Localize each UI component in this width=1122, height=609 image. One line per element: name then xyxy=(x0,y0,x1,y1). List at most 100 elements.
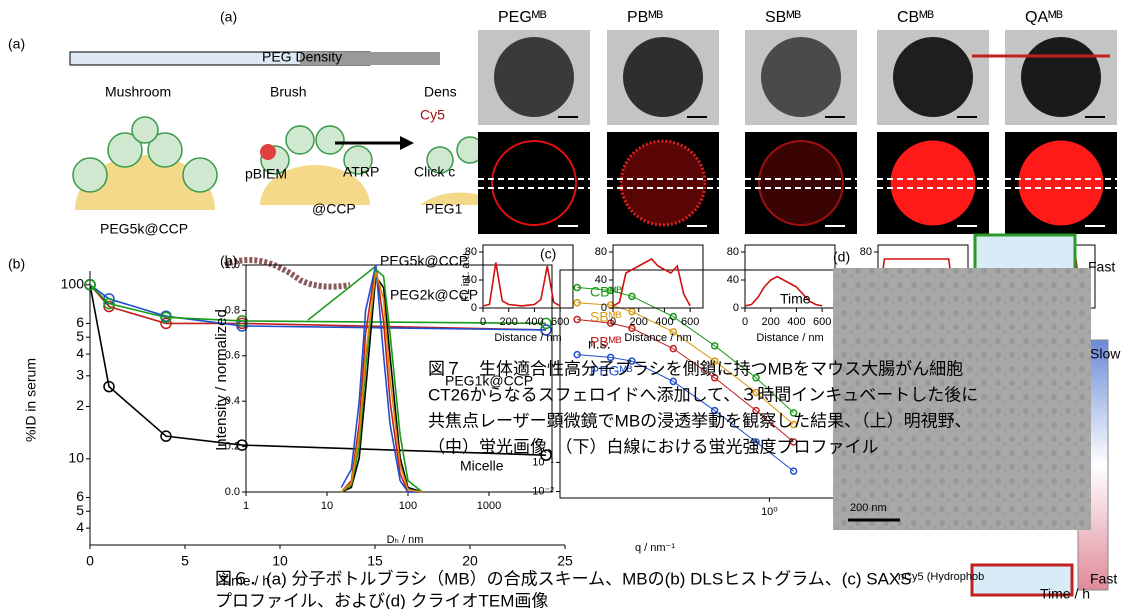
scale-label: 200 nm xyxy=(850,502,887,514)
y-axis-label: Intensity / normalized xyxy=(213,309,230,451)
x-tick-label: 200 xyxy=(630,316,648,328)
caption-line: 図６．(a) 分子ボトルブラシ（MB）の合成スキーム、MBの(b) DLSヒスト… xyxy=(215,568,912,588)
x-tick-label: 10 xyxy=(272,553,288,569)
spheroid xyxy=(623,37,703,117)
series-label: PBᴹᴮ xyxy=(590,334,622,350)
x-axis-label: Distance / nm xyxy=(494,332,561,344)
label: Dens xyxy=(424,84,457,100)
y-tick-label: 5 xyxy=(76,328,84,344)
page: (a) (a) PEG Density Mushroom Brush Dens … xyxy=(0,0,1122,609)
spheroid xyxy=(1021,37,1101,117)
x-tick-label: 1 xyxy=(243,500,249,512)
figure: (a) (a) PEG Density Mushroom Brush Dens … xyxy=(0,0,1122,609)
label: Click c xyxy=(414,164,455,180)
y-tick-label: 6 xyxy=(76,488,84,504)
y-axis-label: FL int. a.u. xyxy=(460,250,472,302)
caption-line: 共焦点レーザー顕微鏡でMBの浸透挙動を観察した結果、（上）明視野、 xyxy=(428,411,972,430)
y-tick-label: 5 xyxy=(76,502,84,518)
x-tick-label: 25 xyxy=(557,553,573,569)
spheroid-fl xyxy=(891,141,975,225)
x-tick-label: 5 xyxy=(181,553,189,569)
y-tick-label: 40 xyxy=(595,274,607,286)
x-tick-label: 400 xyxy=(787,316,805,328)
label: PEG5k@CCP xyxy=(100,221,188,237)
x-tick-label: 400 xyxy=(655,316,673,328)
x-tick-label: 100 xyxy=(399,500,417,512)
panel-label: (c) xyxy=(540,246,556,262)
x-tick-label: 600 xyxy=(813,316,831,328)
label: ATRP xyxy=(343,164,379,180)
spheroid xyxy=(761,37,841,117)
image-label: QAᴹᴮ xyxy=(1025,9,1063,26)
x-tick-label: 0 xyxy=(480,316,486,328)
panel-label: (b) xyxy=(8,256,25,272)
label: Fast xyxy=(1088,259,1115,275)
spheroid xyxy=(893,37,973,117)
y-axis-label: %ID in serum xyxy=(23,358,39,442)
spheroid-fl xyxy=(759,141,843,225)
x-tick-label: 600 xyxy=(551,316,569,328)
x-tick-label: 0 xyxy=(86,553,94,569)
x-tick-label: 200 xyxy=(500,316,518,328)
x-axis-label: Distance / nm xyxy=(624,332,691,344)
x-tick-label: 200 xyxy=(762,316,780,328)
y-tick-label: 80 xyxy=(595,246,607,258)
y-tick-label: 80 xyxy=(860,246,872,258)
image-label: PBᴹᴮ xyxy=(627,9,664,26)
fluorescence xyxy=(478,132,590,234)
label: Slow xyxy=(1090,346,1121,362)
y-tick-label: 0 xyxy=(471,302,477,314)
x-axis-label: Distance / nm xyxy=(756,332,823,344)
spheroid xyxy=(494,37,574,117)
x-axis-label: Dₕ / nm xyxy=(387,534,424,546)
label: @CCP xyxy=(312,201,356,217)
image-label: SBᴹᴮ xyxy=(765,9,802,26)
label: Time / h xyxy=(1040,586,1090,602)
series-label: Micelle xyxy=(460,458,504,474)
y-tick-label: 10⁻² xyxy=(532,485,554,497)
y-tick-label: 6 xyxy=(76,314,84,330)
panel-label: (d) xyxy=(833,249,850,265)
image-label: CBᴹᴮ xyxy=(897,9,934,26)
label: Mushroom xyxy=(105,84,171,100)
x-tick-label: 15 xyxy=(367,553,383,569)
series-label: CBᴹᴮ xyxy=(590,284,623,300)
y-tick-label: 0 xyxy=(733,302,739,314)
caption-line: CT26からなるスフェロイドへ添加して、３時間インキュベートした後に xyxy=(428,385,978,404)
x-tick-label: 10 xyxy=(321,500,333,512)
y-tick-label: 4 xyxy=(76,519,84,535)
y-tick-label: 2 xyxy=(76,397,84,413)
x-tick-label: 400 xyxy=(525,316,543,328)
y-tick-label: 40 xyxy=(727,274,739,286)
y-tick-label: 100 xyxy=(61,275,85,291)
caption-line: プロファイル、および(d) クライオTEM画像 xyxy=(215,591,548,609)
x-tick-label: 1000 xyxy=(477,500,501,512)
y-tick-label: 0.0 xyxy=(225,486,240,498)
x-axis-label: q / nm⁻¹ xyxy=(635,542,675,554)
micrographs: PEGᴹᴮ PBᴹᴮ SBᴹᴮ CBᴹᴮ QAᴹᴮ xyxy=(478,9,1117,234)
y-tick-label: 3 xyxy=(76,367,84,383)
y-tick-label: 10 xyxy=(68,450,84,466)
label: Brush xyxy=(270,84,307,100)
series-label: PEG5k@CCP xyxy=(380,253,468,269)
label: PEG Density xyxy=(262,49,342,65)
spheroid-fl xyxy=(621,141,705,225)
spheroid-fl xyxy=(1019,141,1103,225)
y-tick-label: 4 xyxy=(76,345,84,361)
x-tick-label: 0 xyxy=(742,316,748,328)
x-tick-label: 0 xyxy=(610,316,616,328)
x-tick-label: 600 xyxy=(681,316,699,328)
panel-label: (a) xyxy=(8,36,25,52)
panel-label: (a) xyxy=(220,9,237,25)
x-tick-label: 10⁰ xyxy=(761,506,778,518)
caption-line: （中）蛍光画像、（下）白線における蛍光強度プロファイル xyxy=(428,437,879,456)
y-tick-label: 0 xyxy=(601,302,607,314)
label: Cy5 xyxy=(420,107,445,123)
y-tick-label: 80 xyxy=(727,246,739,258)
label: Time xyxy=(780,291,811,307)
y-tick-label: 1.0 xyxy=(225,259,240,271)
x-tick-label: 20 xyxy=(462,553,478,569)
caption-line: 図７ 生体適合性高分子ブラシを側鎖に持つMBをマウス大腸がん細胞 xyxy=(428,358,963,378)
label: pBIEM xyxy=(245,166,287,182)
image-label: PEGᴹᴮ xyxy=(498,9,547,26)
